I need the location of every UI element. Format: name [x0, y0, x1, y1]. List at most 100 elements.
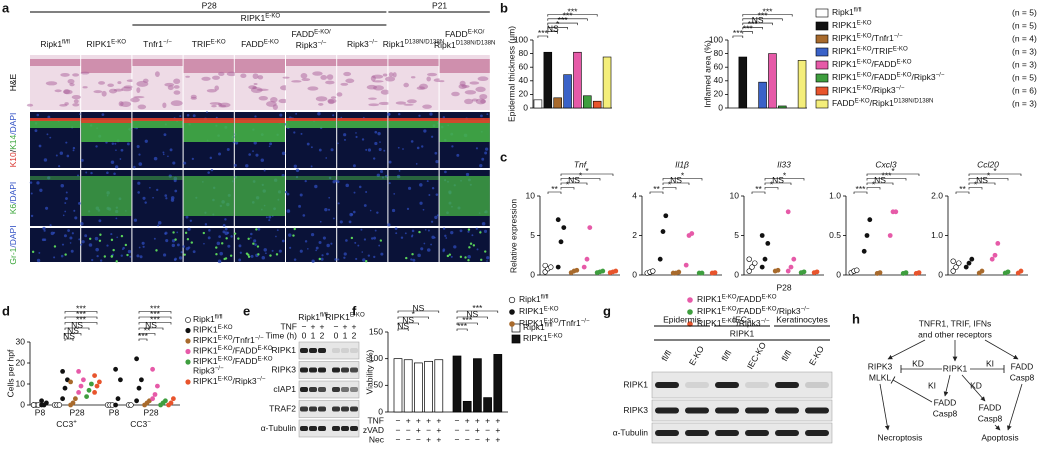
- node-label: FADD: [979, 402, 1002, 412]
- legend-label: RIPK1E-KO/Ripk3−/−: [697, 317, 770, 328]
- blot-row-label: RIPK1: [623, 379, 648, 389]
- condition-sign: 2: [352, 330, 357, 340]
- label-part: /Tnfr1: [233, 335, 255, 345]
- image-gr1: [115, 260, 118, 263]
- significance-bracket: [64, 316, 98, 319]
- image-dapi: [476, 248, 479, 251]
- image-dapi: [319, 220, 322, 223]
- image-he-cell: [336, 92, 343, 97]
- image-dapi: [170, 198, 175, 202]
- column-label: FADDE-KO/: [445, 28, 485, 39]
- legend-marker: [185, 379, 191, 385]
- image-dapi: [467, 230, 470, 233]
- image-dapi: [183, 161, 187, 165]
- significance-bracket: [968, 173, 1022, 176]
- y-tick-label: 0: [734, 269, 739, 279]
- label-part: Ripk1: [40, 39, 62, 49]
- image-dapi: [34, 129, 38, 133]
- significance: *: [579, 170, 583, 180]
- image-dapi: [94, 236, 99, 241]
- image-he-cell: [426, 76, 431, 82]
- significance-bracket: [547, 191, 562, 194]
- data-point: [92, 373, 97, 378]
- data-point: [555, 217, 561, 223]
- image-dapi: [95, 247, 99, 252]
- blot-band: [805, 430, 829, 436]
- image-dapi: [164, 194, 168, 197]
- image-dapi: [275, 235, 277, 238]
- image-he-cell: [218, 71, 225, 76]
- blot-band: [332, 367, 340, 373]
- data-point: [76, 369, 81, 374]
- data-point: [801, 269, 807, 275]
- image-k6: [234, 176, 285, 216]
- image-he-cell: [80, 71, 90, 75]
- image-k14: [183, 120, 234, 142]
- image-dapi: [411, 229, 415, 233]
- label-part: H&E: [8, 73, 18, 91]
- image-dapi: [393, 192, 396, 195]
- data-point: [136, 385, 142, 391]
- image-gr1: [172, 231, 175, 234]
- image-dapi: [90, 171, 93, 175]
- image-dapi: [165, 239, 169, 243]
- image-dapi: [406, 207, 410, 210]
- data-point: [587, 225, 593, 231]
- label-part: /Ripk3: [776, 306, 800, 316]
- bar: [493, 354, 503, 413]
- data-point: [62, 385, 68, 391]
- image-dapi: [60, 183, 65, 188]
- image-he-cell: [471, 98, 479, 102]
- image-dapi: [436, 214, 439, 217]
- image-dapi: [318, 148, 322, 152]
- data-point: [139, 377, 144, 383]
- label-part: −/−: [369, 38, 378, 45]
- image-dapi: [49, 136, 52, 139]
- legend-n: (n = 6): [1012, 85, 1037, 95]
- image-dapi: [248, 153, 252, 156]
- condition-sign: +: [426, 434, 431, 444]
- label-part: /Ripk3: [233, 376, 257, 386]
- image-gr1: [467, 259, 470, 262]
- bar: [592, 100, 602, 109]
- image-dapi: [427, 229, 430, 232]
- condition-sign: +: [436, 434, 441, 444]
- image-he-cell: [469, 81, 480, 85]
- image-k10: [337, 118, 388, 121]
- arrow: [961, 374, 986, 402]
- row-label: Gr-1/DAPI: [8, 225, 18, 264]
- image-dapi: [310, 232, 315, 237]
- y-tick-label: 0.5: [829, 230, 841, 240]
- blot-strip: [298, 341, 360, 360]
- legend-label: Ripk1fl/fl: [519, 293, 549, 304]
- blot-band: [775, 430, 799, 436]
- image-dapi: [326, 243, 330, 248]
- data-point: [60, 369, 65, 374]
- image-dapi: [165, 197, 168, 200]
- image-dapi: [234, 141, 239, 145]
- image-dapi: [422, 208, 425, 211]
- data-point: [555, 264, 561, 270]
- image-he-cell: [63, 89, 73, 95]
- inhibition: [892, 379, 933, 403]
- image-dapi: [224, 218, 227, 221]
- image-gr1: [292, 234, 295, 237]
- image-dapi: [182, 245, 186, 248]
- significance: NS: [67, 325, 79, 335]
- node-label: Casp8: [1010, 372, 1035, 382]
- group-header: Epidermis: [663, 314, 701, 324]
- significance-bracket: [397, 322, 419, 325]
- image-he-cell: [137, 104, 147, 110]
- image-gr1: [469, 242, 473, 245]
- image-dapi: [279, 113, 283, 117]
- label-part: E-KO: [857, 58, 872, 65]
- blot-band: [318, 367, 326, 373]
- y-tick-label: 5: [530, 230, 535, 240]
- image-dapi: [245, 164, 249, 168]
- label-part: /FADD: [233, 346, 258, 356]
- image-dapi: [38, 144, 42, 148]
- x-axis-label: P28: [776, 282, 791, 292]
- blot-band: [300, 406, 308, 412]
- legend-marker: [509, 309, 515, 315]
- label-part: fl/fl: [320, 311, 328, 318]
